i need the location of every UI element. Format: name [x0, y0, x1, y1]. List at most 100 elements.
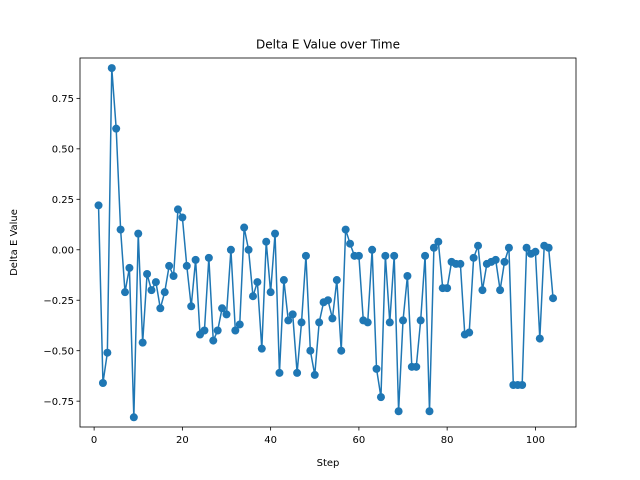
data-point — [173, 205, 182, 214]
data-point — [376, 393, 385, 402]
x-tick-label: 80 — [441, 435, 454, 446]
data-point — [363, 318, 372, 327]
x-tick-label: 40 — [264, 435, 277, 446]
x-tick-label: 0 — [91, 435, 97, 446]
y-tick-label: −0.50 — [43, 346, 74, 357]
data-point — [491, 255, 500, 264]
data-point — [218, 304, 227, 313]
data-point — [469, 253, 478, 262]
data-point — [209, 336, 218, 345]
y-tick-label: −0.75 — [43, 397, 74, 408]
data-point — [191, 255, 200, 264]
y-tick-label: −0.25 — [43, 296, 74, 307]
data-point — [244, 245, 253, 254]
x-tick-label: 20 — [176, 435, 189, 446]
data-point — [165, 261, 174, 270]
data-point — [121, 288, 130, 297]
data-point — [116, 225, 125, 234]
data-point — [143, 269, 152, 278]
plot-area — [79, 57, 577, 428]
data-point — [226, 245, 235, 254]
data-point — [147, 286, 156, 295]
data-point — [306, 346, 315, 355]
data-point — [301, 251, 310, 260]
data-point — [125, 263, 134, 272]
data-point — [98, 378, 107, 387]
data-point — [134, 229, 143, 238]
data-point — [248, 292, 257, 301]
data-point — [94, 201, 103, 210]
data-point — [222, 310, 231, 319]
data-point — [443, 284, 452, 293]
data-point — [478, 286, 487, 295]
series-layer — [94, 64, 558, 422]
x-tick-label: 60 — [353, 435, 366, 446]
data-point — [160, 288, 169, 297]
data-point — [535, 334, 544, 343]
data-point — [504, 243, 513, 252]
y-axis: −0.75 −0.50 −0.25 0.00 0.25 0.50 0.75 — [43, 94, 80, 408]
data-point — [279, 276, 288, 285]
data-point — [178, 213, 187, 222]
data-point — [213, 326, 222, 335]
data-point — [107, 64, 116, 73]
y-tick-label: 0.75 — [52, 94, 74, 105]
data-point — [496, 286, 505, 295]
data-point — [403, 272, 412, 281]
data-point — [271, 229, 280, 238]
data-point — [544, 243, 553, 252]
data-point — [500, 257, 509, 266]
data-point — [103, 348, 112, 357]
data-point — [328, 314, 337, 323]
data-point — [421, 251, 430, 260]
data-point — [522, 243, 531, 252]
data-point — [266, 288, 275, 297]
data-point — [531, 247, 540, 256]
y-tick-label: 0.50 — [52, 144, 74, 155]
data-point — [324, 296, 332, 305]
y-tick-label: 0.00 — [52, 245, 74, 256]
data-point — [284, 316, 293, 325]
data-point — [372, 364, 381, 373]
data-point — [465, 328, 474, 337]
data-point — [315, 318, 324, 327]
data-point — [385, 318, 394, 327]
y-axis-label: Delta E Value — [9, 209, 20, 276]
data-point — [235, 320, 244, 329]
data-point — [204, 253, 213, 262]
data-point — [288, 310, 297, 319]
data-point — [275, 368, 284, 377]
data-point — [341, 225, 350, 234]
data-point — [253, 278, 262, 287]
data-point — [262, 237, 271, 246]
data-point — [394, 407, 403, 416]
data-point — [182, 261, 191, 270]
chart-title: Delta E Value over Time — [256, 38, 400, 52]
data-point — [429, 243, 438, 252]
data-point — [293, 368, 302, 377]
data-point — [187, 302, 196, 311]
data-point — [518, 381, 527, 390]
data-point — [129, 413, 138, 422]
y-tick-label: 0.25 — [52, 195, 74, 206]
data-point — [151, 278, 160, 287]
data-point — [354, 251, 363, 260]
data-point — [456, 259, 465, 268]
data-point — [425, 407, 434, 416]
data-point — [390, 251, 399, 260]
data-point — [399, 316, 408, 325]
data-point — [169, 272, 178, 281]
data-point — [381, 251, 390, 260]
data-point — [346, 239, 355, 248]
data-point — [337, 346, 346, 355]
x-axis: 0 20 40 60 80 100 — [91, 427, 545, 446]
data-point — [156, 304, 165, 313]
data-point — [231, 326, 240, 335]
x-tick-label: 100 — [526, 435, 545, 446]
data-point — [368, 245, 377, 254]
data-point — [200, 326, 209, 335]
data-point — [416, 316, 425, 325]
data-point — [474, 241, 483, 250]
